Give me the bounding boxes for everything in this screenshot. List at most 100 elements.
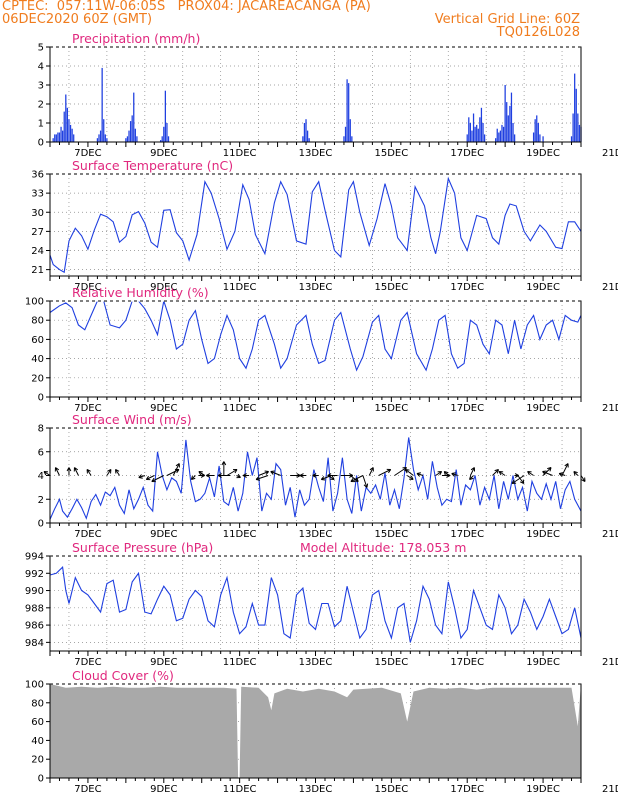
- precip-bar: [63, 111, 65, 142]
- wind-vector-head: [416, 472, 421, 477]
- wind-vector: [469, 467, 475, 476]
- cloud-xtick-label: 15DEC: [374, 784, 408, 795]
- wind-vector: [350, 475, 364, 482]
- cloud-xtick-label: 17DEC: [450, 784, 484, 795]
- wind-vector-head: [581, 477, 586, 482]
- wind-series-line: [49, 437, 582, 520]
- wind-vector: [270, 471, 281, 476]
- cloud-panel: [46, 683, 582, 783]
- precip-bar: [348, 83, 350, 142]
- precip-bar: [572, 113, 574, 142]
- wind-vector: [451, 473, 458, 476]
- wind-vector: [198, 471, 206, 476]
- precip-bar: [69, 124, 72, 142]
- rh-panel: [46, 300, 582, 402]
- precip-bar: [536, 115, 538, 142]
- precip-xtick-label: 9DEC: [150, 148, 177, 159]
- wind-vector-head: [443, 471, 449, 476]
- precip-bar: [167, 136, 170, 142]
- precip-bar: [126, 136, 129, 142]
- wind-vector-head: [206, 473, 211, 478]
- wind-xtick-label: 15DEC: [374, 529, 408, 540]
- rh-xtick-label: 9DEC: [150, 403, 177, 414]
- pres-ytick-label: 984: [25, 638, 44, 649]
- precip-ytick-label: 3: [38, 81, 44, 92]
- pres-xtick-label: 11DEC: [223, 657, 257, 668]
- pres-xtick-label: 13DEC: [299, 657, 333, 668]
- rh-xtick-label: 13DEC: [299, 403, 333, 414]
- cloud-xtick-label: 19DEC: [526, 784, 560, 795]
- precip-xtick-label: 13DEC: [299, 148, 333, 159]
- rh-ytick-label: 80: [31, 316, 44, 327]
- wind-vector-head: [296, 473, 301, 478]
- precip-xtick-label: 11DEC: [223, 148, 257, 159]
- wind-vector-head: [174, 468, 180, 474]
- precip-bar: [344, 126, 347, 142]
- wind-vector: [559, 473, 566, 476]
- pres-xtick-label: 9DEC: [150, 657, 177, 668]
- precip-bar: [537, 123, 539, 142]
- precip-bar: [71, 128, 73, 142]
- wind-vector: [406, 475, 414, 480]
- precip-bar: [482, 123, 484, 142]
- cloud-xtick-label: 11DEC: [223, 784, 257, 795]
- pres-frame: [49, 555, 582, 652]
- wind-vector-head: [242, 473, 247, 478]
- pres-xtick-label: 19DEC: [526, 657, 560, 668]
- precip-bar: [510, 92, 513, 142]
- precip-bar: [62, 130, 64, 142]
- wind-vector-head: [255, 476, 261, 481]
- precip-bar: [577, 113, 579, 142]
- wind-vector: [498, 471, 506, 476]
- pres-ytick-label: 986: [25, 621, 44, 632]
- precip-bar: [73, 134, 75, 142]
- precip-bar: [495, 138, 497, 142]
- rh-xtick-label: 19DEC: [526, 403, 560, 414]
- rh-frame: [49, 300, 582, 398]
- temp-xtick-label: 17DEC: [450, 282, 484, 293]
- cloud-ytick-label: 20: [31, 755, 44, 766]
- precip-bar: [163, 126, 165, 142]
- temp-xtick-label: 19DEC: [526, 282, 560, 293]
- run-date: 06DEC2020 60Z (GMT): [2, 12, 153, 27]
- wind-vector-head: [527, 471, 532, 476]
- wind-vector-head: [198, 471, 203, 476]
- rh-xtick-label: 17DEC: [450, 403, 484, 414]
- precip-bar: [129, 121, 132, 142]
- temp-ytick-label: 33: [31, 189, 44, 200]
- pres-ytick-label: 992: [25, 569, 44, 580]
- cloud-ytick-label: 100: [25, 680, 44, 691]
- wind-vector-head: [542, 470, 547, 475]
- wind-vector: [511, 475, 525, 484]
- wind-vector: [527, 471, 534, 476]
- precip-bar: [96, 138, 99, 142]
- rh-series-line: [49, 300, 582, 372]
- wind-vector-head: [264, 470, 269, 475]
- rh-title: Relative Humidity (%): [72, 285, 209, 300]
- precip-bar: [466, 134, 468, 142]
- cloud-xtick-label: 13DEC: [299, 784, 333, 795]
- temp-xtick-label: 21DEC: [602, 282, 618, 293]
- precip-bar: [539, 134, 541, 142]
- model-altitude: Model Altitude: 178.053 m: [300, 540, 466, 555]
- wind-vector: [172, 463, 180, 476]
- precip-bar: [103, 119, 105, 142]
- precip-bar: [98, 134, 100, 142]
- precip-xtick-label: 21DEC: [602, 148, 618, 159]
- precip-bar: [578, 124, 581, 142]
- rh-ytick-label: 20: [31, 373, 44, 384]
- wind-ytick-label: 4: [38, 471, 44, 482]
- precip-bar: [542, 136, 544, 142]
- wind-title: Surface Wind (m/s): [72, 412, 192, 427]
- precip-bar: [479, 117, 481, 142]
- wind-ytick-label: 6: [38, 447, 44, 458]
- wind-vector-head: [221, 461, 227, 466]
- wind-vector-head: [469, 475, 474, 480]
- wind-vector-head: [175, 463, 180, 468]
- wind-vector-head: [558, 472, 564, 477]
- precip-bar: [504, 85, 506, 142]
- wind-vector: [73, 467, 79, 476]
- wind-vector: [55, 467, 60, 476]
- rh-xtick-label: 11DEC: [223, 403, 257, 414]
- precip-bar: [509, 105, 511, 142]
